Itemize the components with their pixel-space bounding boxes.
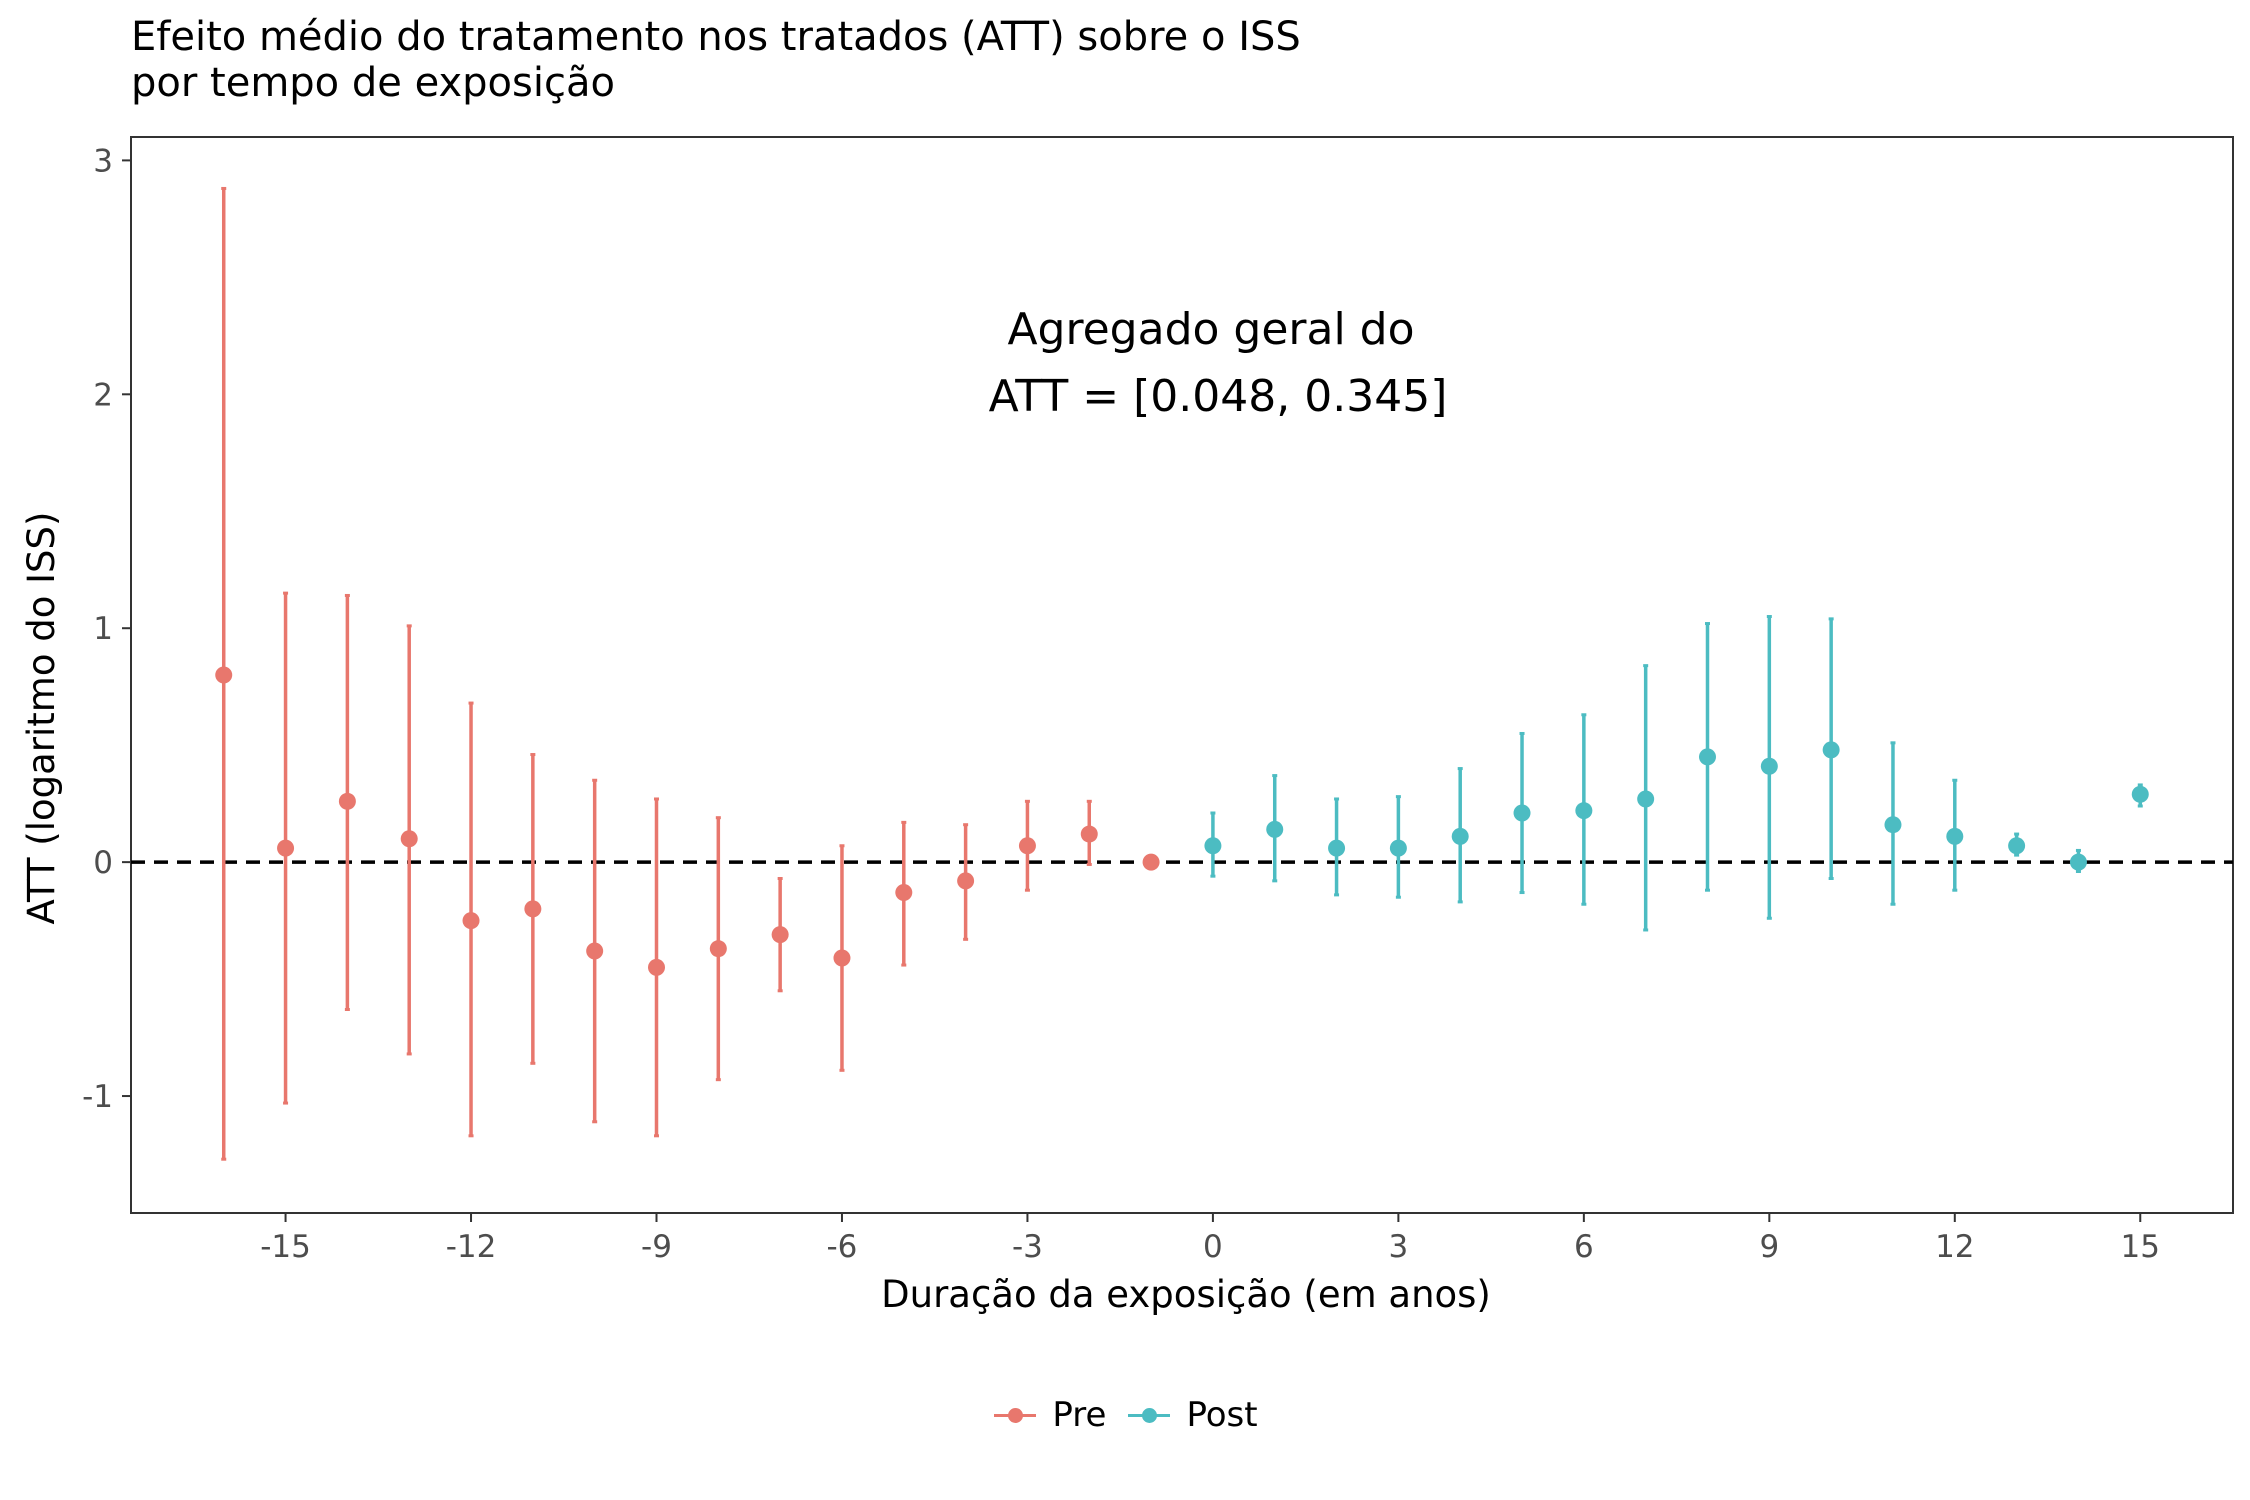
x-tick-label: 0 xyxy=(1203,1229,1223,1265)
y-tick-label: -1 xyxy=(82,1079,113,1115)
x-tick-label: 9 xyxy=(1759,1229,1779,1265)
x-tick-label: 6 xyxy=(1574,1229,1594,1265)
x-tick-label: -15 xyxy=(260,1229,311,1265)
series-pre xyxy=(215,186,1160,1161)
point-estimate xyxy=(1946,827,1964,845)
point-estimate xyxy=(1328,839,1346,857)
point-estimate xyxy=(2008,837,2026,855)
point-estimate xyxy=(524,900,542,918)
point-estimate xyxy=(2131,785,2149,803)
x-tick-label: -12 xyxy=(446,1229,497,1265)
y-tick-label: 0 xyxy=(93,845,113,881)
y-tick-label: 1 xyxy=(93,611,113,647)
point-estimate xyxy=(586,942,604,960)
point-estimate xyxy=(1018,837,1036,855)
legend-key-post xyxy=(1126,1400,1172,1430)
legend-item-pre: Pre xyxy=(992,1395,1106,1435)
att-annotation: Agregado geral do ATT = [0.048, 0.345] xyxy=(989,304,1448,422)
point-estimate xyxy=(1142,853,1160,871)
chart-title: Efeito médio do tratamento nos tratados … xyxy=(131,14,1301,106)
point-estimate xyxy=(1389,839,1407,857)
legend-key-pre xyxy=(992,1400,1038,1430)
x-tick-label: -3 xyxy=(1012,1229,1043,1265)
point-estimate xyxy=(1637,790,1655,808)
point-estimate xyxy=(833,949,851,967)
point-estimate xyxy=(1760,757,1778,775)
y-axis-title: ATT (logaritmo do ISS) xyxy=(20,512,63,925)
series-post xyxy=(1204,615,2149,932)
legend-label-pre: Pre xyxy=(1052,1395,1107,1435)
point-estimate xyxy=(895,884,913,902)
legend-label-post: Post xyxy=(1186,1395,1258,1435)
point-estimate xyxy=(957,872,975,890)
legend: Pre Post xyxy=(0,1395,2250,1435)
x-tick-label: 12 xyxy=(1935,1229,1974,1265)
point-estimate xyxy=(462,912,480,930)
x-tick-label: -6 xyxy=(827,1229,858,1265)
x-tick-label: -9 xyxy=(641,1229,672,1265)
att-annotation-line-1: Agregado geral do xyxy=(1007,304,1414,355)
point-estimate xyxy=(277,839,295,857)
point-estimate xyxy=(709,940,727,958)
point-estimate xyxy=(338,792,356,810)
point-estimate xyxy=(1080,825,1098,843)
x-tick-label: 15 xyxy=(2121,1229,2160,1265)
x-tick-label: 3 xyxy=(1389,1229,1409,1265)
chart-marks xyxy=(215,186,2149,1161)
legend-item-post: Post xyxy=(1126,1395,1258,1435)
plot-panel-border xyxy=(130,136,2234,1214)
y-tick-label: 3 xyxy=(93,143,113,179)
point-estimate xyxy=(1822,741,1840,759)
point-estimate xyxy=(1266,820,1284,838)
point-estimate xyxy=(1575,802,1593,820)
point-estimate xyxy=(1513,804,1531,822)
point-estimate xyxy=(2069,853,2087,871)
point-estimate xyxy=(648,958,665,976)
point-estimate xyxy=(400,830,418,848)
chart-title-line-1: Efeito médio do tratamento nos tratados … xyxy=(131,14,1301,60)
point-estimate xyxy=(1204,837,1222,855)
point-estimate xyxy=(771,926,789,944)
point-estimate xyxy=(215,666,233,684)
y-tick-label: 2 xyxy=(93,377,113,413)
att-annotation-line-2: ATT = [0.048, 0.345] xyxy=(989,371,1448,422)
point-estimate xyxy=(1451,827,1469,845)
point-estimate xyxy=(1884,816,1902,834)
chart-title-line-2: por tempo de exposição xyxy=(131,60,615,106)
point-estimate xyxy=(1699,748,1716,766)
x-axis-title: Duração da exposição (em anos) xyxy=(881,1273,1491,1316)
